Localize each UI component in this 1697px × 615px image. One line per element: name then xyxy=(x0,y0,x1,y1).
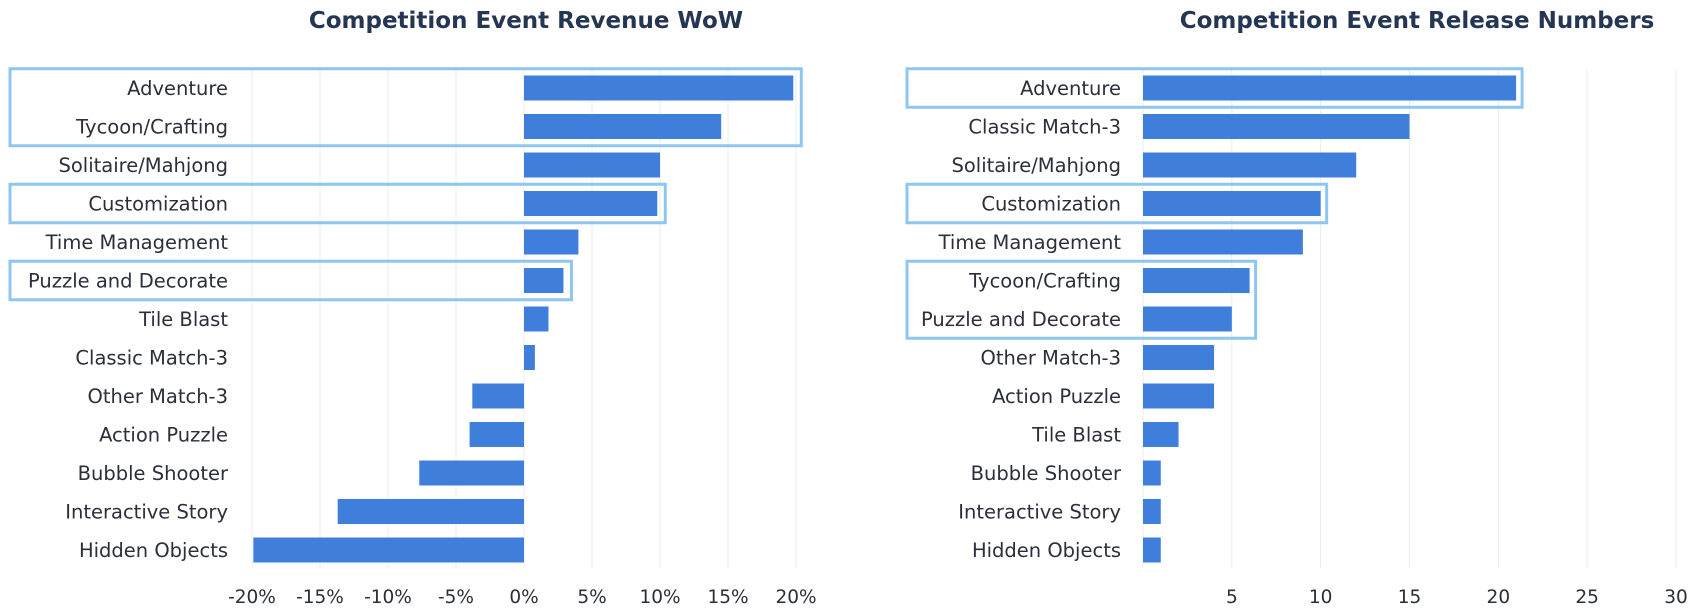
release-category-label: Time Management xyxy=(938,231,1122,254)
release-x-tick-label: 15 xyxy=(1398,587,1422,608)
release-bar xyxy=(1143,537,1161,563)
release-bar xyxy=(1143,75,1517,101)
release-category-label: Customization xyxy=(981,193,1121,216)
revenue-bar xyxy=(524,152,660,178)
release-highlight-box xyxy=(905,67,1524,109)
release-category-label: Solitaire/Mahjong xyxy=(951,154,1121,177)
revenue-highlight-box xyxy=(8,67,803,148)
revenue-category-label: Time Management xyxy=(45,231,229,254)
revenue-category-label: Other Match-3 xyxy=(87,385,228,408)
release-category-label: Bubble Shooter xyxy=(971,462,1122,485)
revenue-x-tick-label: 15% xyxy=(707,587,748,608)
release-category-label: Classic Match-3 xyxy=(968,116,1121,139)
revenue-bar xyxy=(419,460,524,486)
release-x-tick-label: 10 xyxy=(1309,587,1333,608)
release-bar xyxy=(1143,191,1321,216)
release-bar xyxy=(1143,460,1161,486)
release-bar xyxy=(1143,152,1357,178)
release-highlight-box xyxy=(905,182,1329,225)
revenue-bar xyxy=(524,114,722,139)
revenue-category-label: Tycoon/Crafting xyxy=(75,116,228,139)
revenue-x-tick-label: 5% xyxy=(577,587,606,608)
revenue-category-label: Action Puzzle xyxy=(99,424,228,447)
release-category-label: Puzzle and Decorate xyxy=(921,308,1121,331)
revenue-bar xyxy=(472,383,524,409)
revenue-category-label: Adventure xyxy=(127,77,228,100)
revenue-x-tick-label: -10% xyxy=(364,587,412,608)
revenue-category-label: Puzzle and Decorate xyxy=(28,270,228,293)
release-bar xyxy=(1143,499,1161,524)
revenue-category-label: Classic Match-3 xyxy=(75,347,228,370)
revenue-x-tick-label: 10% xyxy=(639,587,680,608)
release-x-tick-label: 25 xyxy=(1575,587,1599,608)
revenue-wow-panel: Competition Event Revenue WoW -20% -15% -1… xyxy=(8,8,817,608)
revenue-x-tick-label: 0% xyxy=(509,587,538,608)
revenue-x-tick-label: -5% xyxy=(438,587,474,608)
release-category-label: Tile Blast xyxy=(1031,424,1121,447)
revenue-category-label: Solitaire/Mahjong xyxy=(58,154,228,177)
revenue-highlight-box xyxy=(8,182,667,225)
release-category-label: Other Match-3 xyxy=(980,347,1121,370)
release-x-tick-label: 5 xyxy=(1226,587,1238,608)
release-x-tick-label: 20 xyxy=(1487,587,1511,608)
release-chart-title: Competition Event Release Numbers xyxy=(1180,8,1655,34)
revenue-bar xyxy=(524,229,579,255)
release-bar xyxy=(1143,229,1303,255)
revenue-bar xyxy=(337,499,524,524)
release-bar xyxy=(1143,114,1410,139)
release-highlight-box xyxy=(905,259,1258,340)
release-category-label: Hidden Objects xyxy=(972,539,1121,562)
revenue-category-label: Customization xyxy=(88,193,228,216)
release-category-label: Tycoon/Crafting xyxy=(968,270,1121,293)
revenue-bar xyxy=(524,268,564,293)
revenue-category-label: Hidden Objects xyxy=(79,539,228,562)
revenue-highlight-box xyxy=(8,259,573,302)
revenue-bar xyxy=(253,537,525,563)
revenue-category-label: Bubble Shooter xyxy=(78,462,229,485)
revenue-x-tick-label: -20% xyxy=(228,587,276,608)
revenue-category-label: Interactive Story xyxy=(65,501,228,524)
revenue-x-tick-label: 20% xyxy=(775,587,816,608)
release-category-label: Action Puzzle xyxy=(992,385,1121,408)
revenue-chart-title: Competition Event Revenue WoW xyxy=(309,8,743,34)
revenue-x-tick-label: -15% xyxy=(296,587,344,608)
release-numbers-panel: Competition Event Release Numbers 5 10 15 2… xyxy=(905,8,1688,608)
release-bar xyxy=(1143,422,1179,447)
release-bar xyxy=(1143,383,1215,409)
revenue-bar xyxy=(524,306,549,332)
release-bar xyxy=(1143,345,1215,370)
revenue-bar xyxy=(524,191,658,216)
release-bar xyxy=(1143,268,1250,293)
release-category-label: Adventure xyxy=(1020,77,1121,100)
revenue-bar xyxy=(524,345,535,370)
revenue-bar xyxy=(524,75,794,101)
revenue-category-label: Tile Blast xyxy=(138,308,228,331)
release-x-tick-label: 30 xyxy=(1664,587,1688,608)
release-bar xyxy=(1143,306,1232,332)
release-category-label: Interactive Story xyxy=(958,501,1121,524)
revenue-bar xyxy=(469,422,524,447)
